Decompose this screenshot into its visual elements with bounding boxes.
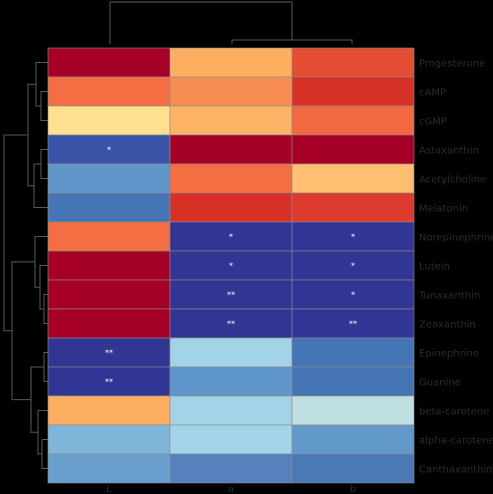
row-label: Guanine xyxy=(419,378,461,389)
row-dendrogram-link xyxy=(40,91,48,121)
row-label: cAMP xyxy=(419,88,446,99)
heatmap-cell xyxy=(169,337,293,368)
heatmap-cell xyxy=(47,395,171,426)
row-dendrogram-link xyxy=(41,439,48,469)
heatmap-cell xyxy=(291,76,415,107)
row-dendrogram-link xyxy=(37,410,48,455)
significance-mark: * xyxy=(107,146,111,155)
column-label: a xyxy=(228,484,234,494)
column-dendrogram-link xyxy=(109,1,293,44)
heatmap-cell xyxy=(47,221,171,252)
significance-mark: ** xyxy=(105,349,113,358)
row-label: Lutein xyxy=(419,262,450,273)
heatmap-cell xyxy=(47,279,171,310)
heatmap-cell xyxy=(47,47,171,78)
heatmap-cell xyxy=(47,424,171,455)
heatmap-cell xyxy=(169,47,293,78)
row-label: Astaxanthin xyxy=(419,146,479,157)
row-label: alpha-carotene xyxy=(419,436,493,447)
heatmap-cell xyxy=(291,308,415,339)
heatmap-cell xyxy=(47,76,171,107)
heatmap-cell xyxy=(169,424,293,455)
heatmap-cell xyxy=(169,192,293,223)
row-dendrogram-link xyxy=(43,294,48,324)
column-dendrogram-link xyxy=(231,39,353,44)
column-dendrogram xyxy=(109,1,353,44)
row-label: Acetylcholine xyxy=(419,175,486,186)
heatmap-cell xyxy=(47,134,171,165)
row-label: Norepinephrine xyxy=(419,233,493,244)
row-label: Tunaxanthin xyxy=(418,291,480,302)
row-dendrogram-link xyxy=(11,261,35,401)
significance-mark: ** xyxy=(105,378,113,387)
heatmap-cell xyxy=(291,192,415,223)
heatmap-cell xyxy=(169,163,293,194)
heatmap-cell xyxy=(47,453,171,484)
column-label: b xyxy=(350,484,356,494)
row-dendrogram-link xyxy=(27,83,36,187)
row-label: Canthaxanthin xyxy=(419,465,493,476)
significance-mark: ** xyxy=(227,320,235,329)
heatmap-cell xyxy=(169,76,293,107)
significance-mark: * xyxy=(229,262,233,271)
heatmap-cell xyxy=(47,105,171,136)
row-dendrogram xyxy=(3,62,48,469)
heatmap-cell xyxy=(291,424,415,455)
row-dendrogram-link xyxy=(34,236,48,288)
row-labels: Progesterone cAMP cGMP Astaxanthin Acetylcho… xyxy=(418,59,493,476)
heatmap-cells xyxy=(47,47,415,484)
row-label: Progesterone xyxy=(419,59,485,70)
heatmap-cell xyxy=(169,366,293,397)
significance-mark: ** xyxy=(349,320,357,329)
row-label: cGMP xyxy=(419,117,447,128)
row-label: beta-carotene xyxy=(419,407,489,418)
row-dendrogram-link xyxy=(35,62,48,107)
heatmap-cell xyxy=(47,337,171,368)
heatmap-cell xyxy=(291,221,415,252)
column-label: L xyxy=(106,484,112,494)
row-label: Zeaxanthin xyxy=(419,320,476,331)
heatmap-cell xyxy=(169,221,293,252)
heatmap-cell xyxy=(169,134,293,165)
heatmap-cell xyxy=(47,250,171,281)
significance-mark: * xyxy=(229,233,233,242)
significance-marks: ** ** *** *** ****** xyxy=(105,146,357,387)
heatmap-cell xyxy=(291,395,415,426)
heatmap-cell xyxy=(169,250,293,281)
heatmap-cell xyxy=(291,337,415,368)
row-dendrogram-link xyxy=(3,134,28,332)
heatmap-cell xyxy=(47,163,171,194)
row-dendrogram-link xyxy=(43,352,48,382)
row-dendrogram-link xyxy=(40,149,48,179)
row-label: Melatonin xyxy=(419,204,468,215)
heatmap-cell xyxy=(47,308,171,339)
significance-mark: * xyxy=(351,233,355,242)
heatmap-cell xyxy=(47,192,171,223)
heatmap-cell xyxy=(169,308,293,339)
heatmap-cell xyxy=(291,105,415,136)
heatmap-cell xyxy=(291,163,415,194)
heatmap-cell xyxy=(291,250,415,281)
heatmap-cell xyxy=(169,395,293,426)
heatmap-cell xyxy=(291,134,415,165)
row-label: Epinephrine xyxy=(419,349,479,360)
significance-mark: * xyxy=(351,291,355,300)
heatmap-cell xyxy=(291,47,415,78)
significance-mark: * xyxy=(351,262,355,271)
heatmap-cell xyxy=(169,105,293,136)
heatmap-cell xyxy=(169,279,293,310)
heatmap-cell xyxy=(291,453,415,484)
heatmap-cell xyxy=(169,453,293,484)
heatmap-cell xyxy=(291,366,415,397)
heatmap-cell xyxy=(291,279,415,310)
significance-mark: ** xyxy=(227,291,235,300)
